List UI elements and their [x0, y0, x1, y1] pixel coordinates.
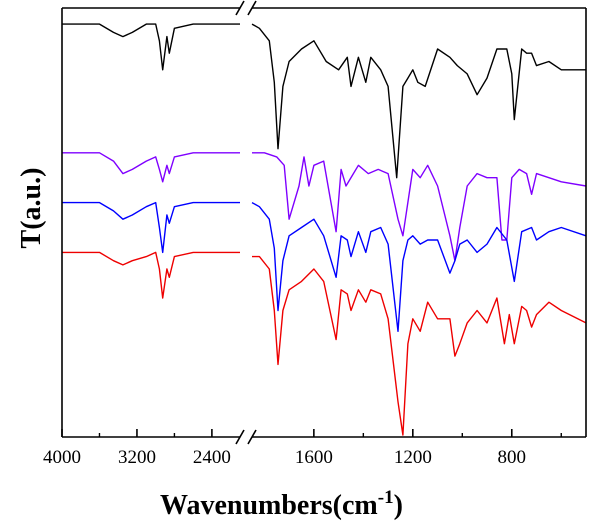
series-3-line-right: [252, 255, 587, 436]
series-1-line-right: [252, 152, 587, 262]
x-axis-label-superscript: -1: [378, 487, 394, 508]
series-2: [62, 201, 587, 332]
y-axis-label: T(a.u.): [16, 168, 47, 249]
x-tick-label-1200: 1200: [394, 447, 432, 468]
x-axis-label: Wavenumbers(cm-1): [160, 487, 403, 521]
x-tick-layer: 4000 3200 2400 1600 1200 800: [43, 429, 562, 468]
series-2-line-left: [62, 201, 240, 254]
series-1-line-left: [62, 152, 240, 183]
x-tick-label-3200: 3200: [118, 447, 156, 468]
series-2-line-right: [251, 201, 587, 332]
axis-layer: [61, 0, 587, 445]
series-3-line-left: [62, 251, 240, 299]
axis-break-mark-bottom-1: [235, 429, 245, 445]
series-0: [62, 23, 586, 179]
series-0-line-right: [251, 23, 586, 179]
x-tick-label-4000: 4000: [43, 447, 81, 468]
x-tick-label-800: 800: [498, 447, 527, 468]
series-layer: [62, 23, 587, 436]
axis-break-mark-top-2: [247, 0, 257, 16]
series-1: [62, 152, 587, 262]
x-tick-label-1600: 1600: [295, 447, 333, 468]
series-0-line-left: [62, 23, 240, 71]
x-axis-label-main: Wavenumbers(cm: [160, 490, 378, 521]
axis-break-mark-top-1: [235, 0, 245, 16]
x-axis-label-close: ): [394, 490, 403, 521]
axis-break-mark-bottom-2: [247, 429, 257, 445]
series-3: [62, 251, 587, 436]
x-tick-label-2400: 2400: [193, 447, 231, 468]
